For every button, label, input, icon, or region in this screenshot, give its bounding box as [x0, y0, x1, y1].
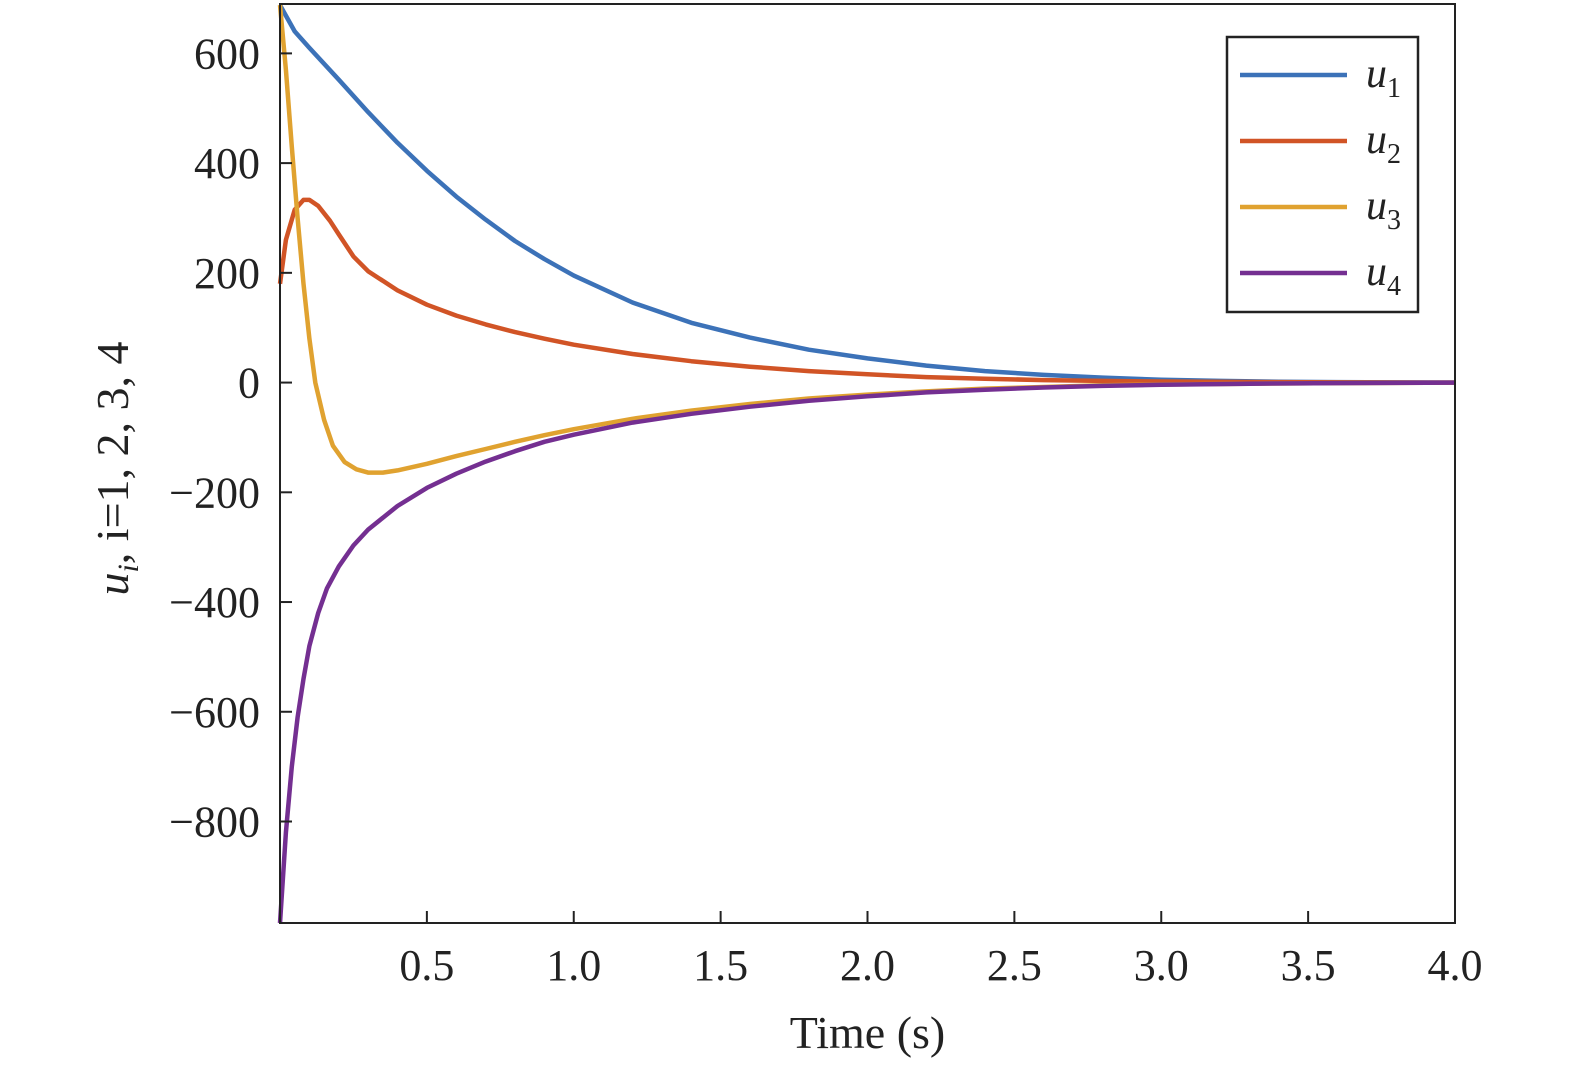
y-tick-label: 200 — [194, 249, 260, 298]
legend-label-sub: 4 — [1387, 271, 1401, 302]
legend-label-main: u — [1366, 117, 1387, 163]
series-line-2 — [277, 197, 1456, 385]
x-tick-label: 1.0 — [546, 941, 601, 990]
y-tick-label: 600 — [194, 29, 260, 78]
legend-label-sub: 1 — [1387, 73, 1401, 104]
y-axis-title: ui, i=1, 2, 3, 4 — [87, 341, 145, 595]
x-tick-label: 0.5 — [399, 941, 454, 990]
y-axis: 600 400 200 0 −200 −400 −600 −800 — [169, 29, 292, 846]
x-tick-label: 2.0 — [840, 941, 895, 990]
x-axis: 0.5 1.0 1.5 2.0 2.5 3.0 3.5 4.0 — [399, 911, 1483, 990]
y-axis-title-rest: , i=1, 2, 3, 4 — [87, 341, 138, 564]
x-tick-label: 1.5 — [693, 941, 748, 990]
legend-label-main: u — [1366, 249, 1387, 295]
legend-label-sub: 2 — [1387, 139, 1401, 170]
y-axis-title-sub: i — [112, 564, 145, 572]
legend-label-main: u — [1366, 51, 1387, 97]
y-tick-label: −600 — [169, 688, 260, 737]
x-axis-title: Time (s) — [790, 1007, 946, 1058]
x-tick-label: 3.5 — [1281, 941, 1336, 990]
x-tick-label: 2.5 — [987, 941, 1042, 990]
series-line-4 — [277, 380, 1456, 924]
x-tick-label: 3.0 — [1134, 941, 1189, 990]
y-tick-label: 0 — [238, 359, 260, 408]
legend-label: u1 — [1366, 51, 1401, 104]
y-tick-label: −200 — [169, 468, 260, 517]
y-tick-label: 400 — [194, 139, 260, 188]
legend-label: u2 — [1366, 117, 1401, 170]
legend-box — [1225, 35, 1420, 314]
legend-label: u3 — [1366, 183, 1401, 236]
y-tick-label: −800 — [169, 797, 260, 846]
legend-label-main: u — [1366, 183, 1387, 229]
series-layer — [277, 4, 1456, 924]
legend-label-sub: 3 — [1387, 205, 1401, 236]
y-tick-label: −400 — [169, 578, 260, 627]
y-axis-title-main: u — [87, 573, 138, 596]
x-tick-label: 4.0 — [1428, 941, 1483, 990]
legend-label: u4 — [1366, 249, 1401, 302]
